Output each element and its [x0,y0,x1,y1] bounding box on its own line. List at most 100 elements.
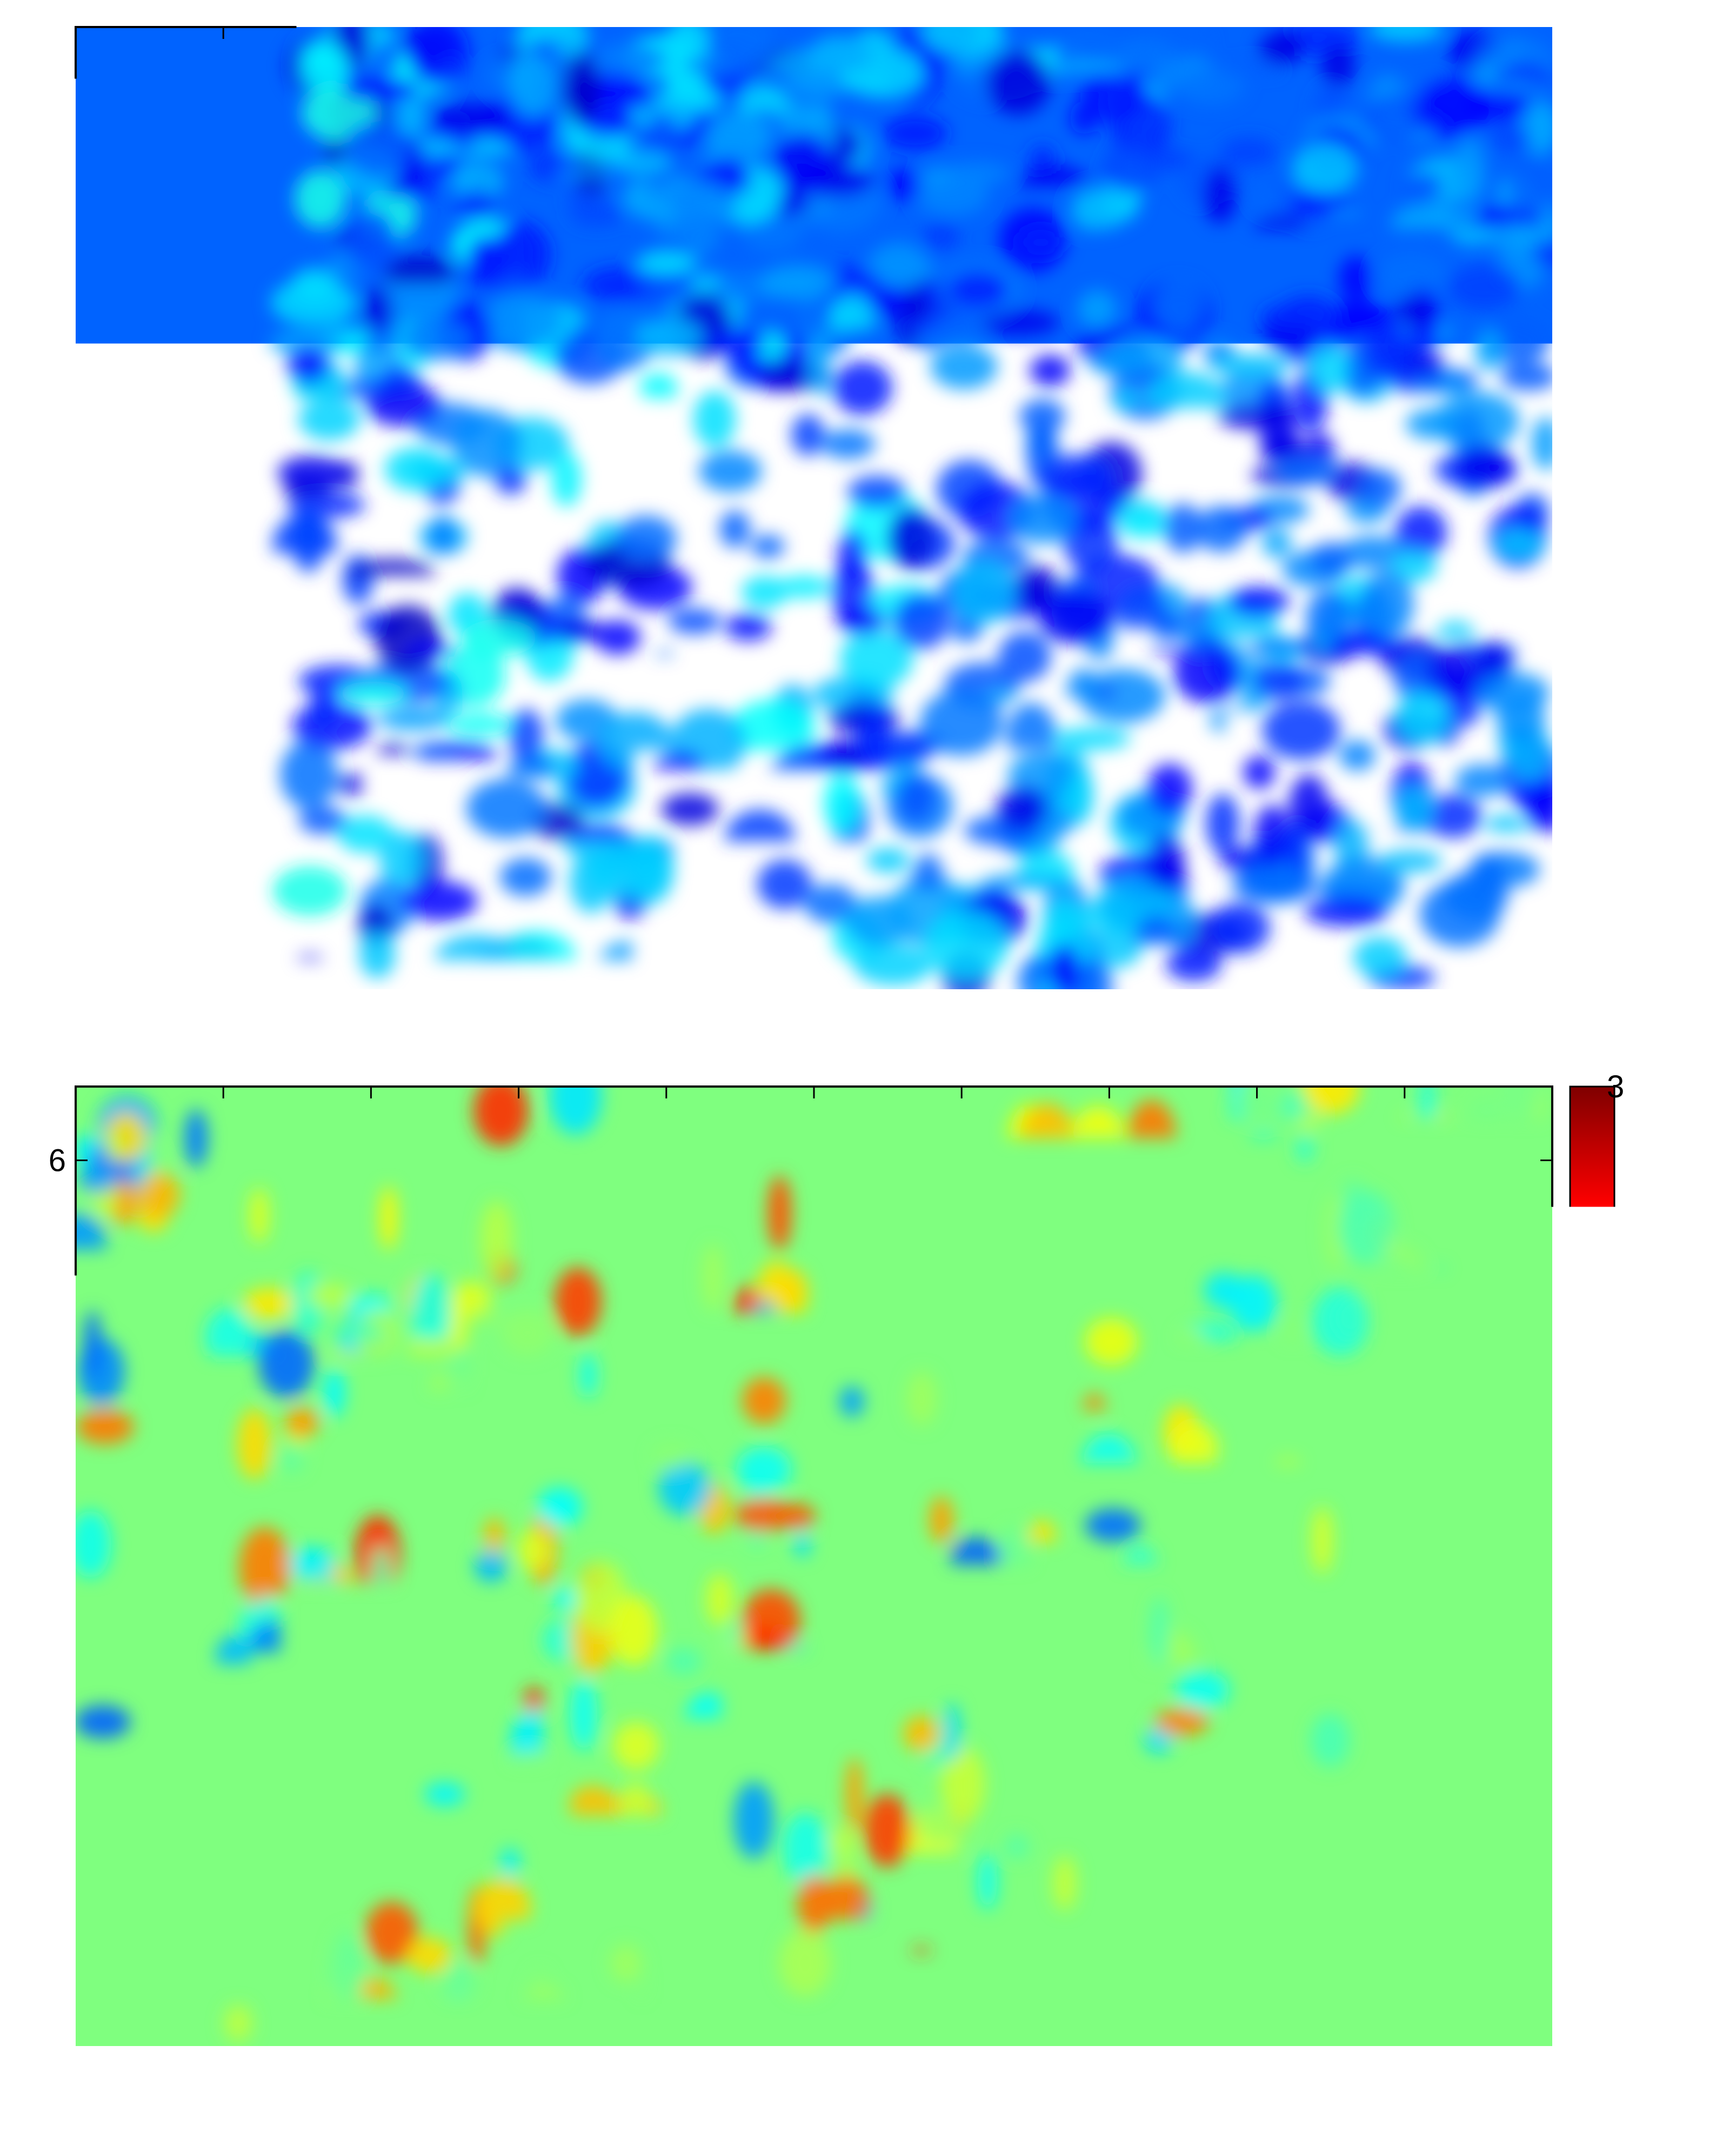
ux-cell [1066,668,1099,724]
uy-cell [1419,1750,1462,1773]
ux-cell [814,154,843,220]
colorbar-tick-label: 10 [1607,330,1642,365]
uy-cell [216,1635,250,1681]
ux-cell [108,894,153,926]
ux-y-axis-label: y [22,478,54,536]
uy-cell [138,1500,163,1562]
uy-cell [921,1531,965,1598]
ux-cell [1525,784,1573,835]
uy-cell [275,1551,292,1611]
ux-cell [1495,529,1544,559]
ux-cell [976,581,1049,615]
uy-cell [690,1124,731,1178]
x-tick-label: -1 [209,1000,237,1035]
uy-cell [946,1615,981,1642]
uy-cell [1334,1937,1351,2009]
uy-cell [289,1547,336,1582]
uy-cell [1341,1594,1360,1671]
uy-cell [905,1947,938,1991]
uy-cell [927,1088,959,1119]
ux-cell [510,615,563,663]
uy-cell [256,1940,284,2003]
uy-cell [1452,1672,1486,1706]
uy-cell [810,1429,829,1498]
uy-cell [1460,1931,1481,1995]
ux-cell [964,237,1036,260]
ux-cell [169,235,259,291]
ux-cell [574,486,616,556]
uy-cell [138,1172,172,1215]
ux-cell [1281,821,1325,872]
uy-cell [1231,1255,1260,1277]
ux-cell [298,807,346,834]
uy-cell [1260,2005,1314,2076]
ux-cell [321,885,396,908]
uy-colorbar-label-main: u [1638,1509,1682,1600]
ux-cell [509,709,544,762]
uy-cell [91,1261,149,1312]
ux-cell [1028,69,1084,132]
ux-colorbar-label-subscript: x [1680,497,1711,558]
ux-colorbar-label: ux [1638,451,1711,558]
uy-cell [308,1712,323,1773]
ux-cell [597,577,665,610]
uy-cell [724,1785,774,1862]
ux-cell [760,602,840,656]
uy-cell [831,2000,887,2045]
colorbar-tick-label: -2 [1607,1869,1635,1904]
uy-cell [797,1875,831,1933]
ux-cell [453,190,496,218]
uy-cell [897,1857,927,1910]
ux-cell [1484,438,1539,461]
ux-cell [1490,125,1531,151]
ux-cell [1147,905,1224,947]
uy-cell [476,1674,526,1747]
ux-cell [1473,256,1558,294]
uy-cell [1481,1875,1534,1908]
uy-cell [1379,1978,1407,2044]
ux-cell [365,382,440,427]
ux-cell [802,422,866,459]
x-tick-label: 4 [953,2057,970,2092]
ux-cell [1190,101,1235,148]
ux-cell [866,343,897,409]
ux-cell [949,464,1007,509]
uy-cell [1059,1778,1090,1823]
ux-cell [1396,691,1449,743]
ux-cell [406,959,453,1013]
ux-cell [715,834,790,898]
uy-cell [1468,1100,1504,1154]
uy-cell [85,1569,139,1631]
ux-cell [1494,85,1580,117]
ux-cell [344,121,411,176]
ux-cell [1038,397,1076,464]
uy-cell [308,1837,324,1913]
ux-cell [150,696,196,727]
ux-cell [86,423,168,499]
uy-cell [570,1920,611,1964]
uy-cell [194,1067,239,1133]
uy-cell [1216,1548,1266,1618]
uy-cell [334,1839,364,1881]
uy-cell [84,1310,101,1378]
x-tick-label: 2 [658,1000,675,1035]
uy-cell [1517,1329,1564,1375]
ux-cell [350,559,435,589]
uy-cell [1079,1184,1130,1258]
uy-cell [247,1664,278,1710]
ux-cell [563,54,600,123]
colorbar-tick-label: 3 [1607,1069,1624,1104]
ux-cell [384,255,455,289]
ux-cell [746,950,778,1008]
uy-cell [332,1942,388,2004]
uy-cell [409,1407,435,1473]
uy-cell [710,1681,739,1710]
colorbar-tick-label: 13 [1607,10,1642,45]
colorbar-tick-label: -1 [1607,1709,1635,1744]
uy-cell [411,1273,451,1353]
ux-cell [1477,616,1523,644]
ux-cell [610,151,673,174]
ux-cell [525,834,556,876]
ux-cell [452,395,484,451]
uy-cell [1029,1729,1079,1763]
